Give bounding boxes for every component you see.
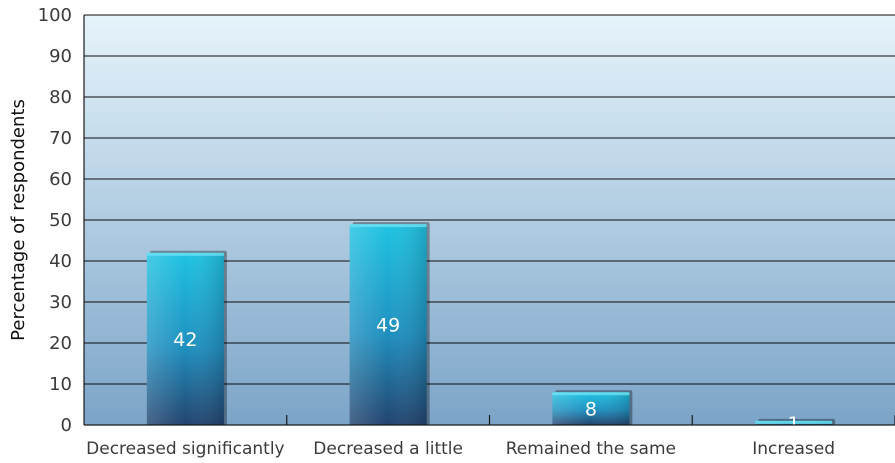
x-tick-label: Increased	[752, 439, 835, 459]
bar-top-edge	[552, 392, 630, 396]
bar-value-label: 42	[173, 329, 197, 351]
y-tick-labels: 0 10 20 30 40 50 60 70 80 90 100	[38, 5, 72, 436]
y-tick-label: 0	[61, 415, 72, 436]
bar-value-label: 8	[585, 399, 597, 421]
y-tick-label: 20	[49, 333, 72, 354]
y-tick-label: 70	[49, 128, 72, 149]
bar-group: 1	[755, 413, 836, 435]
bar-value-label: 49	[376, 315, 400, 337]
bar-top-edge	[755, 420, 833, 424]
y-tick-label: 100	[38, 5, 72, 26]
axes	[83, 15, 895, 426]
x-tick-labels: Decreased significantly Decreased a littl…	[86, 439, 835, 459]
bar-top-edge	[146, 252, 224, 256]
y-axis-label: Percentage of respondents	[8, 99, 29, 341]
y-tick-label: 10	[49, 374, 72, 395]
bar-highlight	[552, 392, 630, 425]
y-tick-label: 90	[49, 46, 72, 67]
bar-highlight	[146, 252, 224, 425]
x-tick-label: Remained the same	[506, 439, 676, 459]
bars: 42 49 8 1	[146, 222, 836, 435]
bar-group: 42	[146, 250, 227, 425]
bar-top-edge	[349, 224, 427, 228]
y-tick-label: 30	[49, 292, 72, 313]
y-tick-label: 80	[49, 87, 72, 108]
y-tick-label: 40	[49, 251, 72, 272]
bar-group: 49	[349, 222, 430, 425]
bar-highlight	[349, 224, 427, 425]
bar-value-label: 1	[788, 413, 800, 435]
x-tick-label: Decreased a little	[313, 439, 463, 459]
y-tick-label: 60	[49, 169, 72, 190]
y-tick-label: 50	[49, 210, 72, 231]
x-tick-label: Decreased significantly	[86, 439, 284, 459]
bar-group: 8	[552, 390, 633, 425]
